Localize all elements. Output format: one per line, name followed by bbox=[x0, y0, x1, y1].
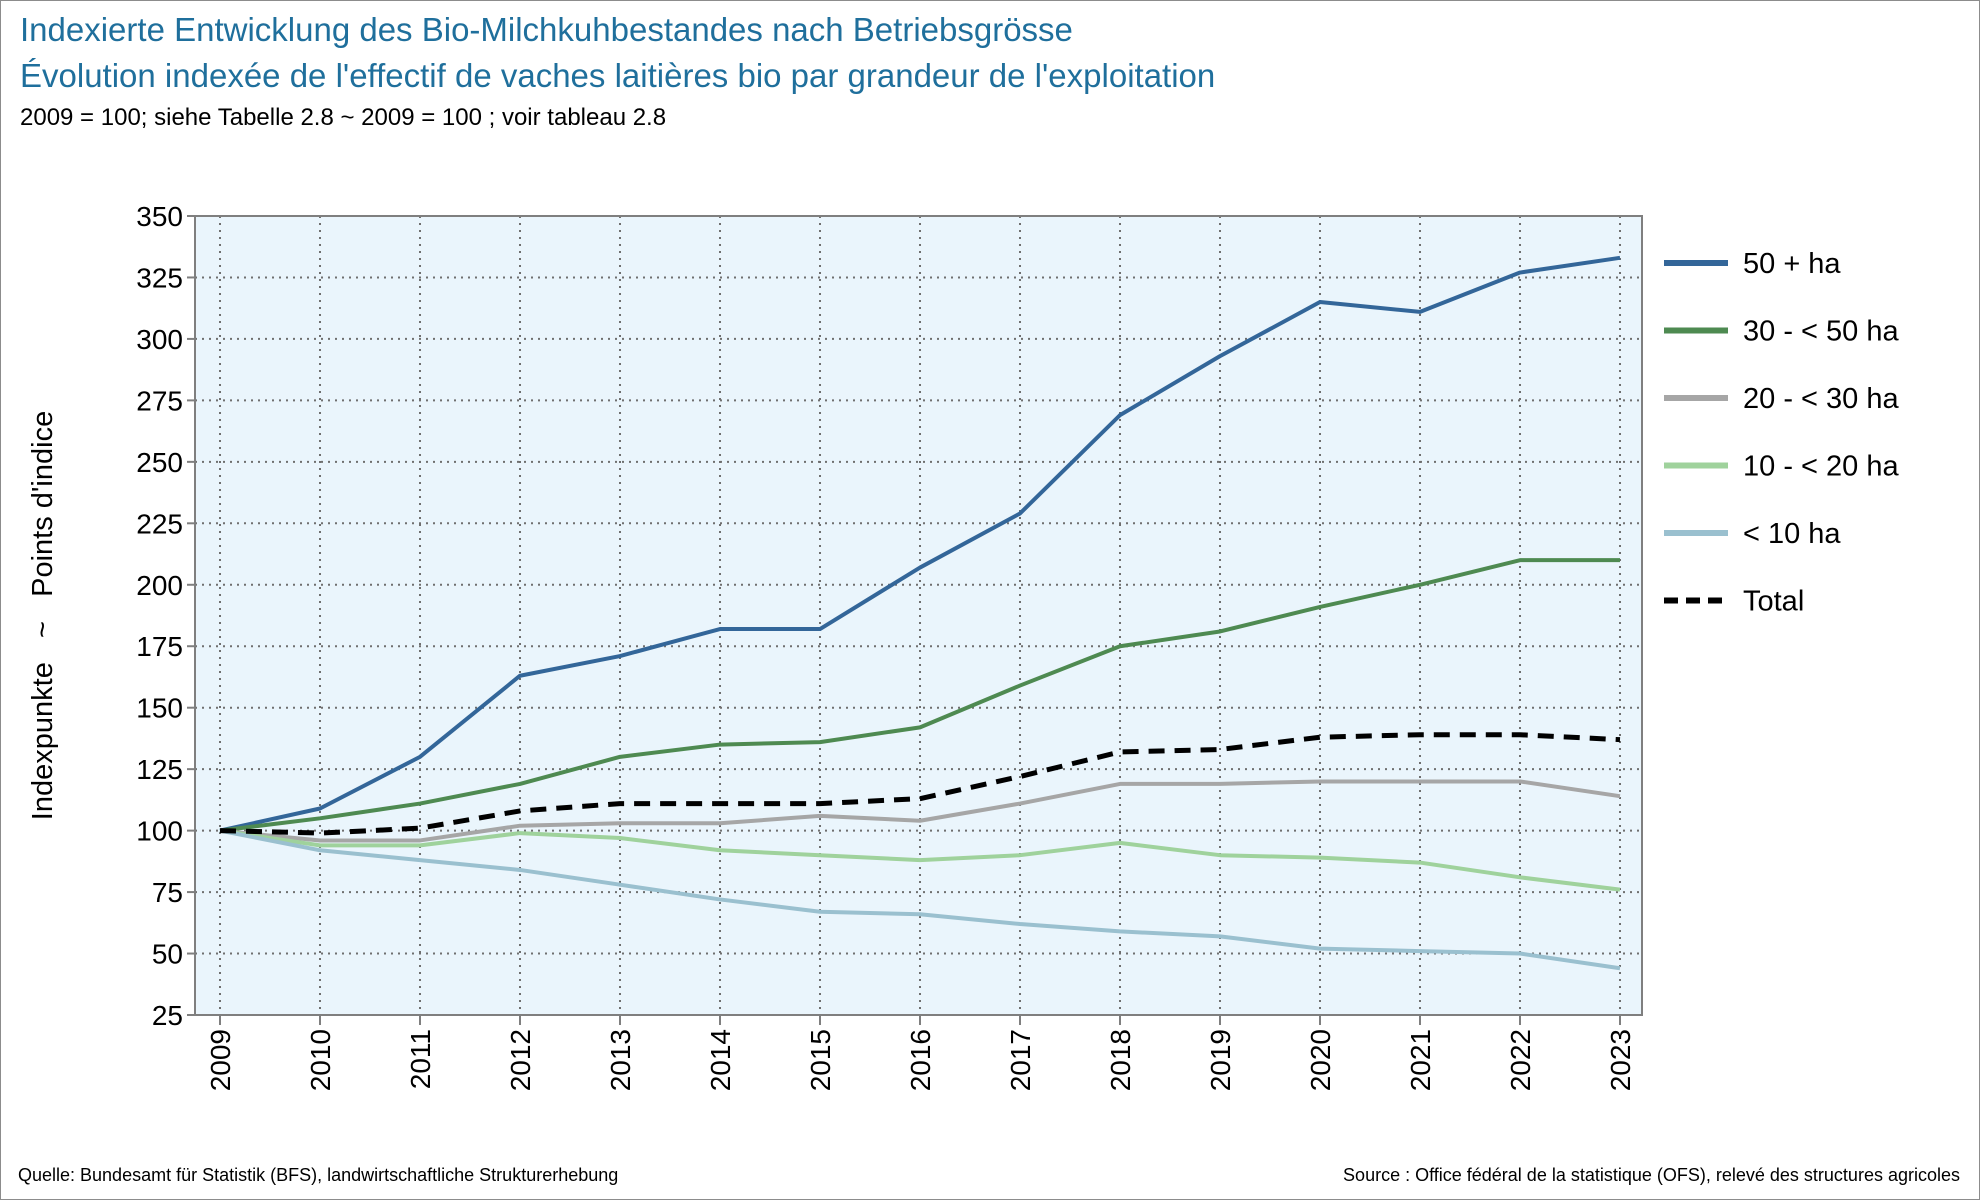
chart-title-french: Évolution indexée de l'effectif de vache… bbox=[20, 57, 1216, 94]
x-tick-label: 2018 bbox=[1105, 1029, 1136, 1091]
x-axis: 2009 2010 2011 2012 2013 2014 2015 2016 2017 2018… bbox=[205, 1015, 1636, 1091]
series-line-10-ha bbox=[219, 828, 1621, 971]
y-tick-label: 100 bbox=[136, 816, 183, 847]
legend-label: < 10 ha bbox=[1743, 518, 1841, 550]
y-tick-label: 175 bbox=[136, 631, 183, 662]
legend-label: 10 - < 20 ha bbox=[1743, 451, 1899, 483]
x-tick-label: 2010 bbox=[305, 1029, 336, 1091]
chart-subtitle: 2009 = 100; siehe Tabelle 2.8 ~ 2009 = 1… bbox=[20, 104, 667, 131]
x-tick-label: 2016 bbox=[905, 1029, 936, 1091]
y-tick-label: 75 bbox=[152, 877, 183, 908]
legend: 50 + ha 30 - < 50 ha 20 - < 30 ha 10 - < 20… bbox=[1664, 248, 1899, 618]
x-tick-label: 2021 bbox=[1405, 1029, 1436, 1091]
x-tick-label: 2015 bbox=[805, 1029, 836, 1091]
grid-lines bbox=[195, 215, 1642, 1016]
x-tick-label: 2009 bbox=[205, 1029, 236, 1091]
y-tick-label: 250 bbox=[136, 447, 183, 478]
y-tick-label: 275 bbox=[136, 385, 183, 416]
y-tick-label: 125 bbox=[136, 754, 183, 785]
x-tick-label: 2019 bbox=[1205, 1029, 1236, 1091]
series-line-30-50-ha bbox=[219, 558, 1620, 833]
series-line-10-20-ha bbox=[219, 828, 1621, 892]
x-tick-label: 2017 bbox=[1005, 1029, 1036, 1091]
series-line-50-ha bbox=[219, 255, 1621, 833]
legend-label: Total bbox=[1743, 586, 1804, 618]
legend-label: 50 + ha bbox=[1743, 248, 1841, 280]
legend-label: 30 - < 50 ha bbox=[1743, 316, 1899, 348]
y-tick-label: 50 bbox=[152, 939, 183, 970]
y-tick-label: 200 bbox=[136, 570, 183, 601]
y-axis-label: Indexpunkte ~ Points d'indice bbox=[27, 411, 59, 820]
x-tick-label: 2012 bbox=[505, 1029, 536, 1091]
x-tick-label: 2014 bbox=[705, 1029, 736, 1091]
plot-border bbox=[194, 215, 1643, 1016]
x-tick-label: 2020 bbox=[1305, 1029, 1336, 1091]
x-tick-label: 2011 bbox=[405, 1029, 436, 1089]
x-tick-label: 2023 bbox=[1605, 1029, 1636, 1091]
legend-label: 20 - < 30 ha bbox=[1743, 383, 1899, 415]
y-axis: 25 50 75 100 125 150 175 200 225 250 275 300 325 350 bbox=[136, 201, 195, 1031]
series-line-total bbox=[219, 732, 1621, 836]
series-line-20-30-ha bbox=[219, 779, 1621, 843]
chart-title-german: Indexierte Entwicklung des Bio-Milchkuhb… bbox=[20, 11, 1073, 48]
y-tick-label: 225 bbox=[136, 508, 183, 539]
y-tick-label: 300 bbox=[136, 324, 183, 355]
series-lines bbox=[219, 255, 1621, 971]
x-tick-label: 2022 bbox=[1505, 1029, 1536, 1091]
y-tick-label: 25 bbox=[152, 1000, 183, 1031]
x-tick-label: 2013 bbox=[605, 1029, 636, 1091]
plot-area bbox=[195, 216, 1642, 1015]
source-note-french: Source : Office fédéral de la statistiqu… bbox=[1343, 1165, 1960, 1185]
y-tick-label: 325 bbox=[136, 262, 183, 293]
source-note-german: Quelle: Bundesamt für Statistik (BFS), l… bbox=[18, 1165, 619, 1185]
y-tick-label: 150 bbox=[136, 693, 183, 724]
y-tick-label: 350 bbox=[136, 201, 183, 232]
